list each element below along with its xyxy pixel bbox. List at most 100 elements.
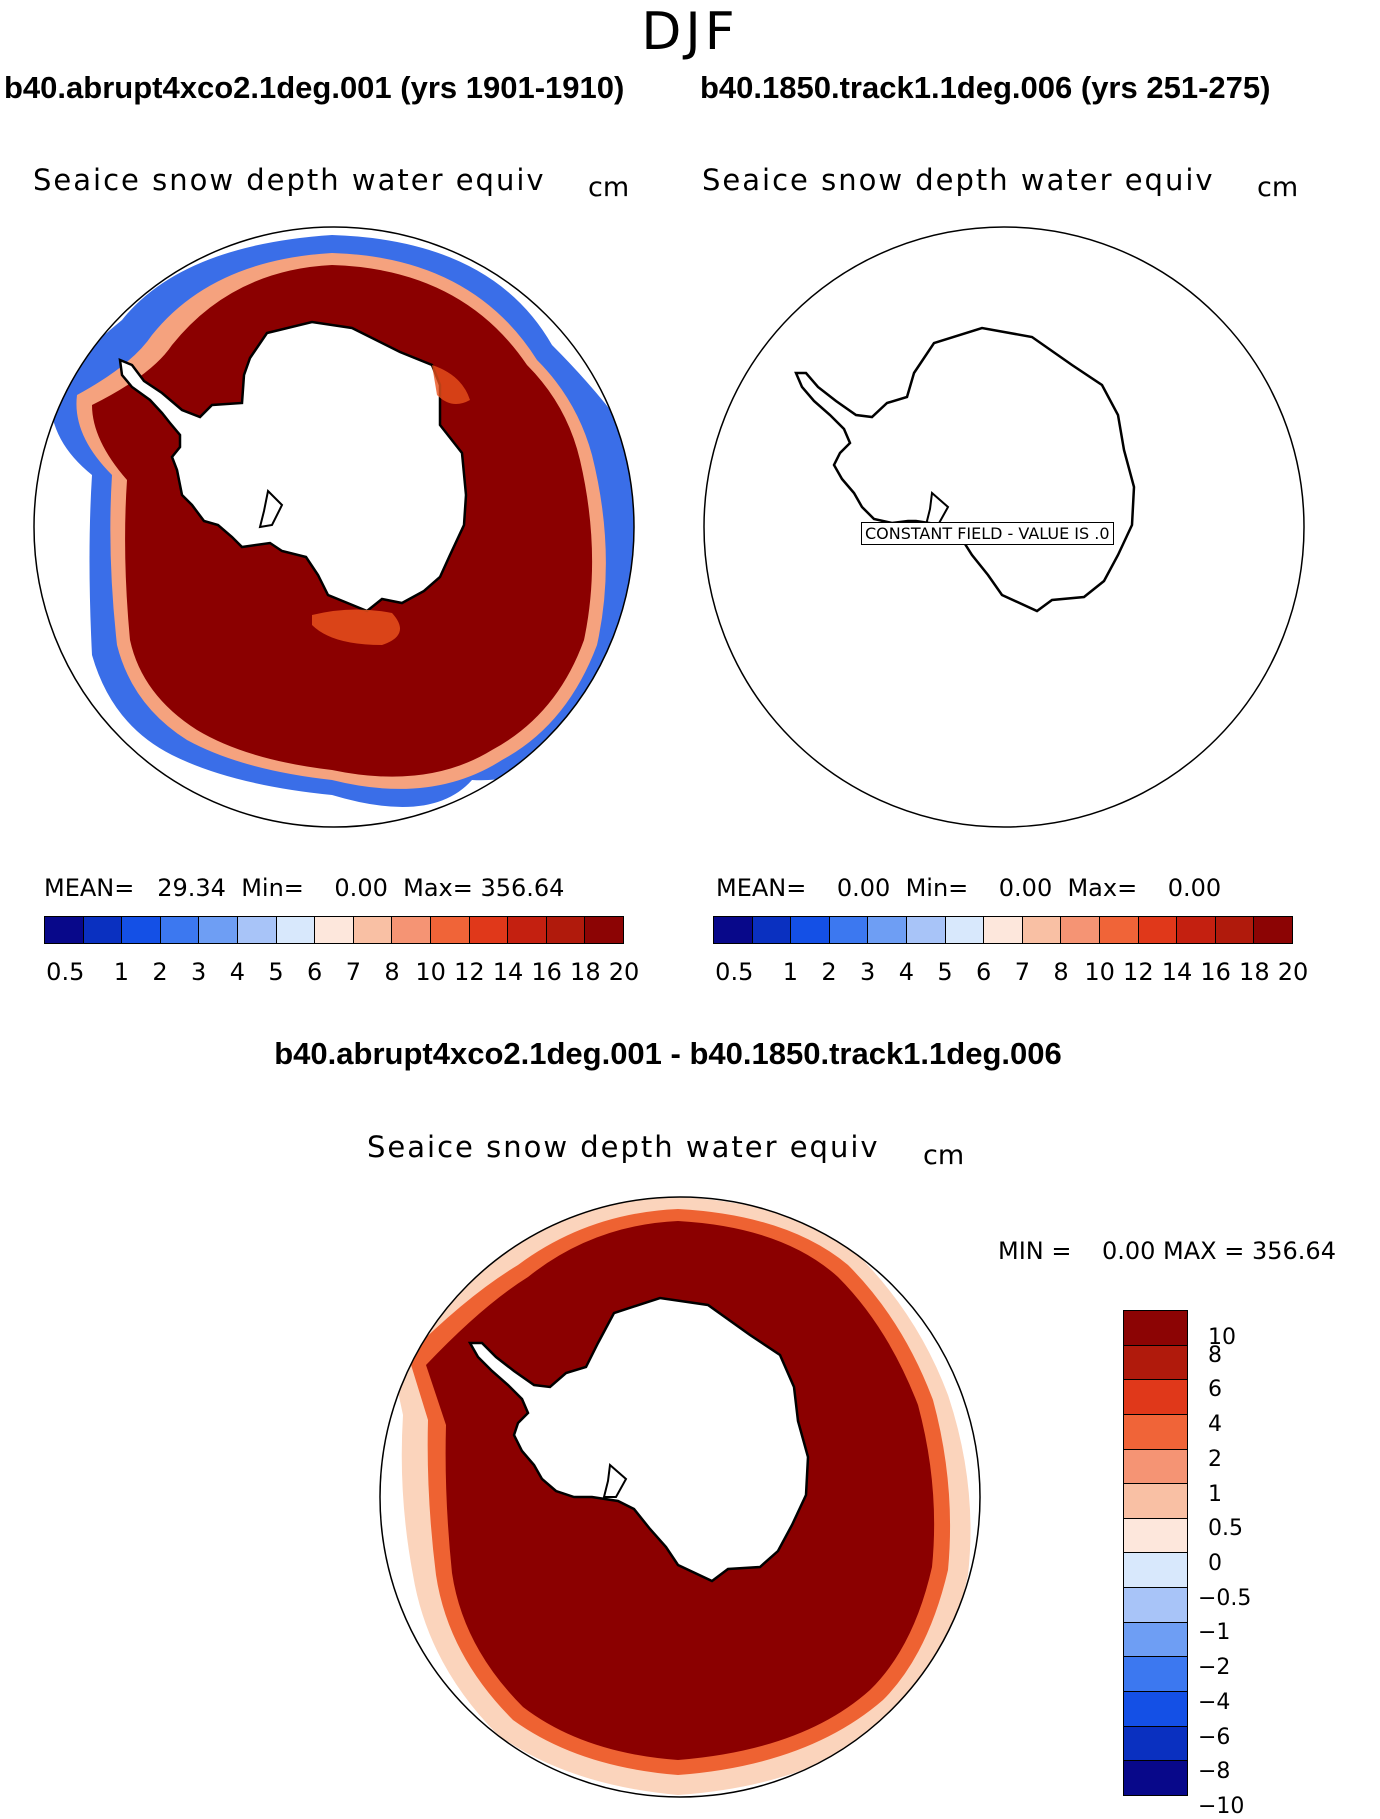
left-colorbar-ticks: 0.5 1 2 3 4 5 6 7 8 10 12 14 16 18 20 [44,958,639,988]
diff-colorbar-swatch [1124,1761,1187,1795]
left-colorbar-swatch [469,917,509,943]
right-colorbar-tick-label: 10 [1084,958,1115,986]
right-colorbar-tick-label: 7 [1014,958,1030,986]
left-colorbar-tick-label: 14 [492,958,524,986]
right-colorbar-tick-label: 4 [898,958,914,986]
right-colorbar-swatch [868,917,907,943]
left-colorbar-tick-label: 3 [191,958,207,986]
left-antarctica [118,320,468,613]
diff-colorbar-swatch [1124,1692,1187,1727]
diff-colorbar-swatch [1124,1484,1187,1519]
right-colorbar-swatch [791,917,830,943]
left-case-title: b40.abrupt4xco2.1deg.001 (yrs 1901-1910) [4,70,625,105]
diff-colorbar-tick-label: 10 [1208,1325,1236,1351]
right-colorbar-tick-label: 2 [821,958,837,986]
right-colorbar-swatch [752,917,792,943]
right-colorbar-tick-label: 12 [1123,958,1154,986]
diff-colorbar-swatch [1124,1726,1187,1762]
right-colorbar-swatch [945,917,985,943]
diff-colorbar-tick-label: 0.5 [1208,1516,1243,1542]
diff-peninsula-inlet [602,1463,628,1498]
diff-colorbar-swatch [1124,1518,1187,1554]
diff-colorbar-tick-label: −10 [1198,1794,1245,1819]
left-var-title: Seaice snow depth water equiv [33,163,546,197]
left-east-patch [432,365,470,404]
right-units: cm [1257,172,1299,203]
left-stats: MEAN= 29.34 Min= 0.00 Max= 356.64 [44,874,565,902]
right-colorbar-swatch [1177,917,1216,943]
right-var-title: Seaice snow depth water equiv [702,163,1215,197]
diff-colorbar-tick-label: −8 [1198,1759,1231,1785]
left-colorbar-swatch [315,917,354,943]
diff-colorbar-swatch [1124,1414,1187,1450]
right-case-title: b40.1850.track1.1deg.006 (yrs 251-275) [700,70,1271,105]
left-peninsula-inlet [258,488,284,529]
left-colorbar-swatch [353,917,393,943]
left-colorbar-tick-label: 12 [454,958,485,986]
right-colorbar-tick-label: 14 [1161,958,1193,986]
right-colorbar-tick-label: 5 [937,958,953,986]
right-colorbar-swatch [906,917,946,943]
left-colorbar-swatch [430,917,470,943]
right-stats: MEAN= 0.00 Min= 0.00 Max= 0.00 [716,874,1222,902]
left-colorbar-tick-label: 1 [113,958,129,986]
right-colorbar-tick-label: 3 [860,958,876,986]
diff-colorbar-tick-label: 4 [1208,1412,1222,1438]
left-colorbar-swatch [45,917,84,943]
right-colorbar-tick-label: 1 [782,958,798,986]
right-colorbar-swatch [714,917,753,943]
right-colorbar-tick-label: 0.5 [715,958,754,986]
left-colorbar-swatch [508,917,547,943]
diff-colorbar-tick-label: 1 [1208,1481,1222,1507]
diff-colorbar-tick-label: −0.5 [1198,1585,1252,1611]
diff-colorbar-swatch [1124,1553,1187,1589]
diff-case-title: b40.abrupt4xco2.1deg.001 - b40.1850.trac… [274,1036,1062,1071]
left-colorbar-tick-label: 7 [345,958,361,986]
left-polar-map [33,226,635,828]
diff-colorbar-ticks: 10 8 6 4 2 1 0.5 0 −0.5 −1 −2 −4 −6 −8 −10 [1198,1310,1318,1819]
season-title: DJF [641,2,739,62]
diff-stats: MIN = 0.00 MAX = 356.64 [998,1237,1336,1265]
diff-colorbar-tick-label: 0 [1208,1551,1222,1576]
right-antarctica-coast [794,326,1136,613]
diff-colorbar-tick-label: −1 [1198,1620,1231,1646]
diff-colorbar-tick-label: 2 [1208,1446,1222,1472]
right-colorbar-swatch [1215,917,1255,943]
left-colorbar-tick-label: 18 [570,958,601,986]
right-colorbar-tick-label: 16 [1200,958,1231,986]
left-colorbar-tick-label: 5 [268,958,284,986]
left-colorbar-tick-label: 20 [608,958,640,986]
diff-colorbar-swatch [1124,1449,1187,1485]
right-colorbar [713,916,1293,944]
right-colorbar-tick-label: 6 [976,958,992,986]
left-colorbar-tick-label: 2 [152,958,168,986]
left-colorbar-tick-label: 6 [307,958,323,986]
right-colorbar-swatch [1061,917,1100,943]
right-colorbar-tick-label: 18 [1239,958,1270,986]
diff-map-boundary [379,1196,981,1798]
left-colorbar-swatch [546,917,586,943]
diff-colorbar-tick-label: −2 [1198,1655,1231,1681]
diff-var-title: Seaice snow depth water equiv [367,1130,880,1164]
diff-colorbar-tick-label: 6 [1208,1377,1222,1403]
right-colorbar-swatch [1022,917,1062,943]
left-colorbar-swatch [160,917,200,943]
diff-polar-map [379,1196,981,1798]
left-colorbar-tick-label: 10 [415,958,446,986]
diff-colorbar-swatch [1124,1311,1187,1346]
right-colorbar-swatch [984,917,1023,943]
right-colorbar-swatch [829,917,869,943]
left-colorbar-swatch [392,917,431,943]
right-colorbar-swatch [1138,917,1178,943]
diff-colorbar [1123,1310,1188,1796]
left-colorbar-swatch [122,917,161,943]
left-colorbar-tick-label: 4 [229,958,245,986]
left-colorbar-tick-label: 16 [531,958,562,986]
diff-colorbar-tick-label: 8 [1208,1342,1222,1368]
diff-units: cm [923,1140,965,1171]
left-colorbar [44,916,624,944]
right-colorbar-ticks: 0.5 1 2 3 4 5 6 7 8 10 12 14 16 18 20 [713,958,1308,988]
diff-colorbar-swatch [1124,1345,1187,1381]
diff-colorbar-swatch [1124,1380,1187,1415]
left-colorbar-swatch [276,917,316,943]
